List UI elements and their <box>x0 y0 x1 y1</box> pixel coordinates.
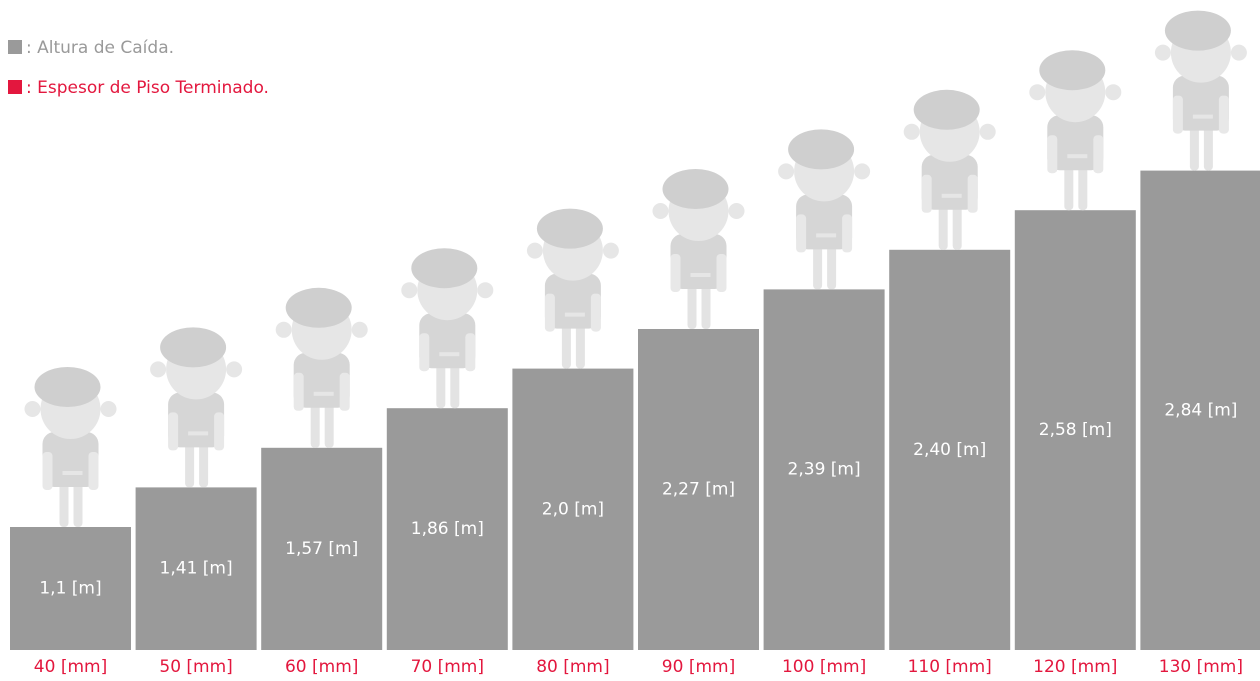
figure-belt <box>188 431 208 435</box>
legend-label: : Espesor de Piso Terminado. <box>26 78 269 98</box>
figure-belt <box>691 273 711 277</box>
figure-ear <box>854 163 870 179</box>
floor-thickness: 50 [mm] <box>159 657 232 677</box>
figure-ear <box>352 322 368 338</box>
figure-arm <box>968 175 978 213</box>
fall-height: 1,1 [m] <box>39 579 101 599</box>
figure-belt <box>816 233 836 237</box>
fall-height: 1,41 [m] <box>160 559 233 579</box>
figure-arm <box>214 412 224 450</box>
figure-arm <box>294 373 304 411</box>
figure-belt <box>63 471 83 475</box>
figure-arm <box>922 175 932 213</box>
figure-arm <box>1219 96 1229 134</box>
fall-height: 1,86 [m] <box>411 519 484 539</box>
figure-arm <box>717 254 727 292</box>
figure-belt <box>1067 154 1087 158</box>
figure-belt <box>942 194 962 198</box>
figure-ear <box>101 401 117 417</box>
figure-hair <box>160 327 226 367</box>
floor-thickness: 100 [mm] <box>782 657 866 677</box>
figure-arm <box>842 214 852 252</box>
figure-hair <box>663 169 729 209</box>
floor-thickness: 130 [mm] <box>1159 657 1243 677</box>
floor-thickness: 90 [mm] <box>662 657 735 677</box>
figure-ear <box>276 322 292 338</box>
fall-height: 2,40 [m] <box>913 440 986 460</box>
figure-ear <box>25 401 41 417</box>
figure-ear <box>980 124 996 140</box>
floor-thickness: 80 [mm] <box>536 657 609 677</box>
fall-height: 2,39 [m] <box>788 460 861 480</box>
floor-thickness: 120 [mm] <box>1033 657 1117 677</box>
figure-arm <box>89 452 99 490</box>
fall-height: 2,0 [m] <box>542 499 604 519</box>
figure-arm <box>1093 135 1103 173</box>
figure-arm <box>671 254 681 292</box>
figure-ear <box>1029 84 1045 100</box>
figure-ear <box>1231 45 1247 61</box>
fall-height: 2,84 [m] <box>1164 400 1237 420</box>
floor-thickness: 70 [mm] <box>411 657 484 677</box>
floor-thickness: 110 [mm] <box>908 657 992 677</box>
figure-ear <box>150 361 166 377</box>
fall-height: 2,58 [m] <box>1039 420 1112 440</box>
figure-belt <box>565 313 585 317</box>
figure-ear <box>401 282 417 298</box>
figure-arm <box>43 452 53 490</box>
figure-hair <box>1165 11 1231 51</box>
figure-arm <box>419 333 429 371</box>
figure-ear <box>527 243 543 259</box>
figure-ear <box>653 203 669 219</box>
floor-thickness: 40 [mm] <box>34 657 107 677</box>
figure-arm <box>465 333 475 371</box>
figure-hair <box>914 90 980 130</box>
figure-arm <box>591 294 601 332</box>
figure-ear <box>778 163 794 179</box>
figure-arm <box>796 214 806 252</box>
figure-belt <box>314 392 334 396</box>
legend-label: : Altura de Caída. <box>26 38 174 58</box>
figure-belt <box>439 352 459 356</box>
legend-swatch-gray <box>8 40 22 54</box>
figure-ear <box>477 282 493 298</box>
figure-hair <box>537 209 603 249</box>
figure-ear <box>904 124 920 140</box>
figure-hair <box>286 288 352 328</box>
infographic: : Altura de Caída. : Espesor de Piso Ter… <box>0 0 1260 681</box>
figure-belt <box>1193 115 1213 119</box>
floor-thickness: 60 [mm] <box>285 657 358 677</box>
figure-arm <box>340 373 350 411</box>
fall-height: 1,57 [m] <box>285 539 358 559</box>
figure-arm <box>545 294 555 332</box>
figure-arm <box>168 412 178 450</box>
figure-hair <box>788 129 854 169</box>
figure-ear <box>603 243 619 259</box>
figure-hair <box>1039 50 1105 90</box>
legend-swatch-red <box>8 80 22 94</box>
fall-height: 2,27 [m] <box>662 480 735 500</box>
figure-ear <box>1105 84 1121 100</box>
figure-ear <box>226 361 242 377</box>
figure-ear <box>729 203 745 219</box>
figure-hair <box>35 367 101 407</box>
figure-arm <box>1047 135 1057 173</box>
figure-ear <box>1155 45 1171 61</box>
figure-arm <box>1173 96 1183 134</box>
figure-hair <box>411 248 477 288</box>
